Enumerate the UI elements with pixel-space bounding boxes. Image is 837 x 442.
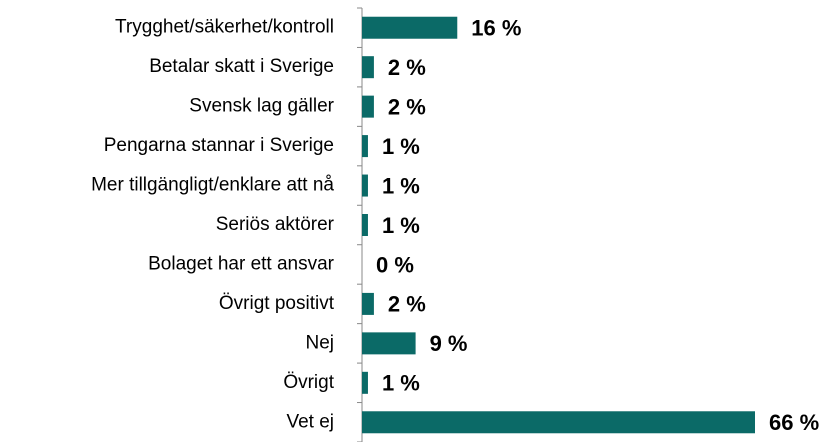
- bar: [362, 56, 374, 79]
- value-label: 2 %: [388, 55, 426, 80]
- category-label: Trygghet/säkerhet/kontroll: [115, 17, 334, 38]
- bar: [362, 411, 755, 434]
- bar: [362, 174, 368, 197]
- bar: [362, 292, 374, 315]
- value-label: 1 %: [382, 173, 420, 198]
- value-label: 9 %: [430, 331, 468, 356]
- category-label: Vet ej: [286, 411, 334, 432]
- value-label: 1 %: [382, 134, 420, 159]
- bar: [362, 16, 458, 39]
- value-label: 16 %: [471, 16, 521, 41]
- category-label: Övrigt: [283, 372, 334, 393]
- category-label: Bolaget har ett ansvar: [148, 253, 335, 274]
- value-label: 1 %: [382, 371, 420, 396]
- bar: [362, 214, 368, 236]
- category-label: Betalar skatt i Sverige: [149, 56, 334, 77]
- category-label: Svensk lag gäller: [189, 96, 334, 117]
- bar: [362, 135, 368, 158]
- category-label: Seriös aktörer: [216, 214, 335, 235]
- category-label: Nej: [305, 332, 334, 353]
- bar: [362, 95, 374, 118]
- category-label: Mer tillgängligt/enklare att nå: [91, 175, 334, 196]
- category-label: Övrigt positivt: [219, 293, 335, 314]
- bar: [362, 371, 368, 394]
- value-label: 66 %: [769, 410, 819, 435]
- value-label: 0 %: [376, 252, 414, 277]
- category-label: Pengarna stannar i Sverige: [104, 135, 334, 156]
- value-label: 2 %: [388, 94, 426, 119]
- bar: [362, 332, 416, 355]
- value-label: 2 %: [388, 292, 426, 317]
- value-label: 1 %: [382, 213, 420, 238]
